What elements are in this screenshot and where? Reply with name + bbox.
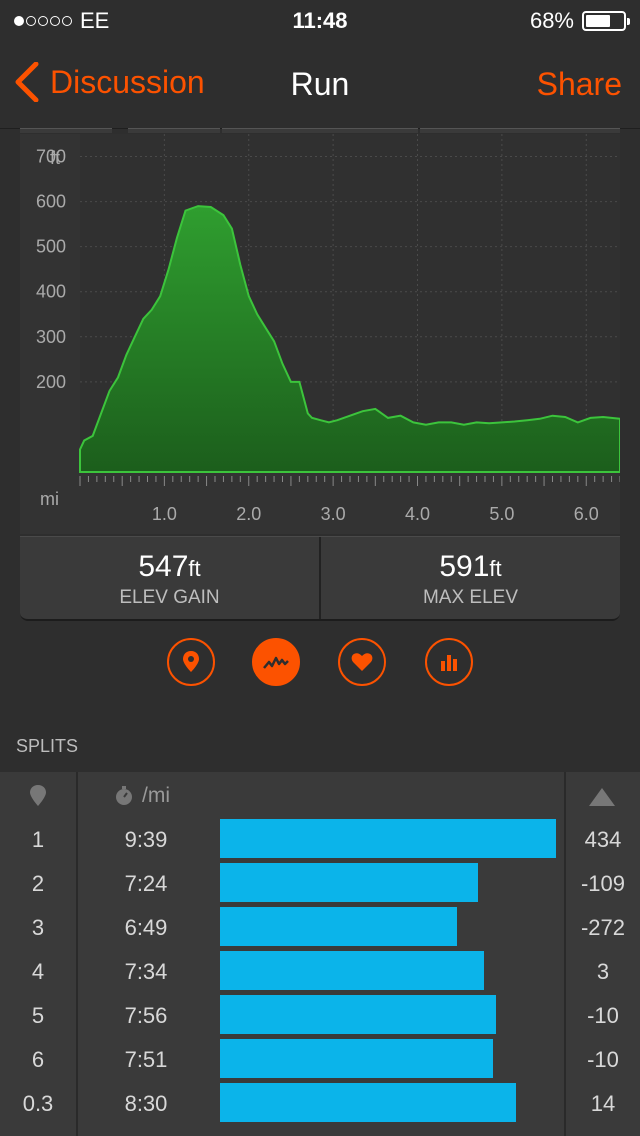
split-row: 2 7:24 -109 [0, 860, 640, 904]
y-tick-label: 200 [36, 372, 66, 392]
clock: 11:48 [292, 8, 348, 33]
split-pace: 7:34 [124, 959, 168, 984]
x-axis-panel [20, 472, 620, 534]
elev-gain-label: ELEV GAIN [119, 587, 220, 608]
stopwatch-icon [116, 786, 132, 805]
page-title: Run [290, 66, 350, 102]
splits-table: /mi 1 9:39 434 2 7:24 -109 3 6:49 -272 4 7:34 3 5 7:5… [0, 772, 640, 1136]
elev-gain-unit: ft [188, 556, 201, 581]
split-pace-bar [220, 995, 497, 1034]
split-mile: 0.3 [22, 1091, 54, 1116]
y-tick-label: 500 [36, 237, 66, 257]
elevation-area [79, 205, 621, 473]
split-pace-bar [220, 907, 458, 946]
back-button[interactable]: Discussion [14, 62, 205, 102]
split-pace: 9:39 [124, 827, 168, 852]
battery-icon [582, 11, 630, 31]
split-elevation: -109 [580, 871, 626, 896]
x-tick-label: 2.0 [236, 504, 261, 524]
split-row: 0.3 8:30 14 [0, 1080, 640, 1124]
split-pace-bar [220, 863, 478, 902]
splits-heading: SPLITS [16, 736, 79, 756]
split-pace-bar [220, 1083, 516, 1122]
split-pace: 6:49 [124, 915, 168, 940]
max-elev-stat: 591ft MAX ELEV [319, 537, 620, 619]
elevation-triangle-icon [589, 788, 615, 806]
carrier-info: EE [14, 8, 109, 34]
column-divider [564, 772, 566, 1136]
elevation-chart: 200 300 400 500 600 700 1.0 2.0 3.0 4.0 5.0 6.0 ft… [20, 134, 621, 534]
chart-type-selector [0, 638, 640, 688]
split-mile: 6 [31, 1047, 45, 1072]
navigation-bar: Discussion Run Share [0, 40, 640, 129]
split-pace: 7:56 [124, 1003, 168, 1028]
elev-gain-stat: 547ft ELEV GAIN [20, 537, 319, 619]
split-mile: 5 [31, 1003, 45, 1028]
elevation-button[interactable] [252, 638, 300, 686]
x-tick-label: 6.0 [574, 504, 599, 524]
y-tick-label: 600 [36, 192, 66, 212]
map-button[interactable] [167, 638, 215, 686]
split-pace: 7:24 [124, 871, 168, 896]
map-pin-icon [30, 785, 46, 806]
max-elev-label: MAX ELEV [422, 587, 519, 608]
y-unit-label: ft [50, 148, 60, 168]
split-elevation: 434 [584, 827, 622, 852]
tab-strip-segment [20, 128, 112, 133]
tab-strip-segment [222, 128, 418, 133]
split-row: 5 7:56 -10 [0, 992, 640, 1036]
split-elevation: -10 [587, 1003, 619, 1028]
split-elevation: 14 [590, 1091, 616, 1116]
carrier-name: EE [80, 8, 110, 33]
split-pace-bar [220, 1039, 494, 1078]
elevation-chart-svg: 200 300 400 500 600 700 1.0 2.0 3.0 4.0 5.0 6.0 ft… [20, 134, 621, 534]
elevation-icon [263, 656, 289, 669]
split-row: 1 9:39 434 [0, 816, 640, 860]
splits-button[interactable] [425, 638, 473, 686]
battery-status: 68% [529, 8, 630, 34]
bar-chart-icon [441, 655, 457, 671]
max-elev-unit: ft [489, 556, 502, 581]
split-mile: 1 [31, 827, 45, 852]
chevron-left-icon [15, 62, 39, 102]
y-tick-label: 300 [36, 327, 66, 347]
x-tick-label: 3.0 [321, 504, 346, 524]
x-tick-label: 5.0 [489, 504, 514, 524]
split-pace-bar [220, 819, 556, 858]
x-tick-label: 4.0 [405, 504, 430, 524]
x-unit-label: mi [40, 489, 59, 509]
column-divider [76, 772, 78, 1136]
back-label: Discussion [50, 63, 205, 100]
splits-header: /mi [0, 772, 640, 816]
heart-icon [351, 653, 373, 671]
split-mile: 4 [31, 959, 45, 984]
split-elevation: -10 [587, 1047, 619, 1072]
signal-icon [14, 16, 72, 26]
split-row: 6 7:51 -10 [0, 1036, 640, 1080]
split-row: 3 6:49 -272 [0, 904, 640, 948]
split-row: 4 7:34 3 [0, 948, 640, 992]
max-elev-value: 591 [439, 550, 490, 583]
y-axis-panel [20, 134, 80, 472]
map-pin-icon [183, 651, 199, 672]
heart-rate-button[interactable] [338, 638, 386, 686]
split-pace-bar [220, 951, 484, 990]
battery-percent: 68% [529, 8, 574, 33]
status-bar: EE 11:48 68% [0, 0, 640, 40]
split-mile: 2 [31, 871, 45, 896]
x-tick-label: 1.0 [152, 504, 177, 524]
split-elevation: 3 [596, 959, 610, 984]
y-tick-label: 700 [36, 147, 66, 167]
tab-strip-segment [420, 128, 620, 133]
split-elevation: -272 [580, 915, 626, 940]
split-pace: 8:30 [124, 1091, 168, 1116]
pace-header: /mi [142, 784, 170, 807]
elevation-stats: 547ft ELEV GAIN 591ft MAX ELEV [20, 536, 620, 621]
split-pace: 7:51 [124, 1047, 168, 1072]
y-tick-label: 400 [36, 282, 66, 302]
share-button[interactable]: Share [536, 66, 622, 102]
split-mile: 3 [31, 915, 45, 940]
elev-gain-value: 547 [138, 550, 189, 583]
tab-strip-segment [128, 128, 220, 133]
